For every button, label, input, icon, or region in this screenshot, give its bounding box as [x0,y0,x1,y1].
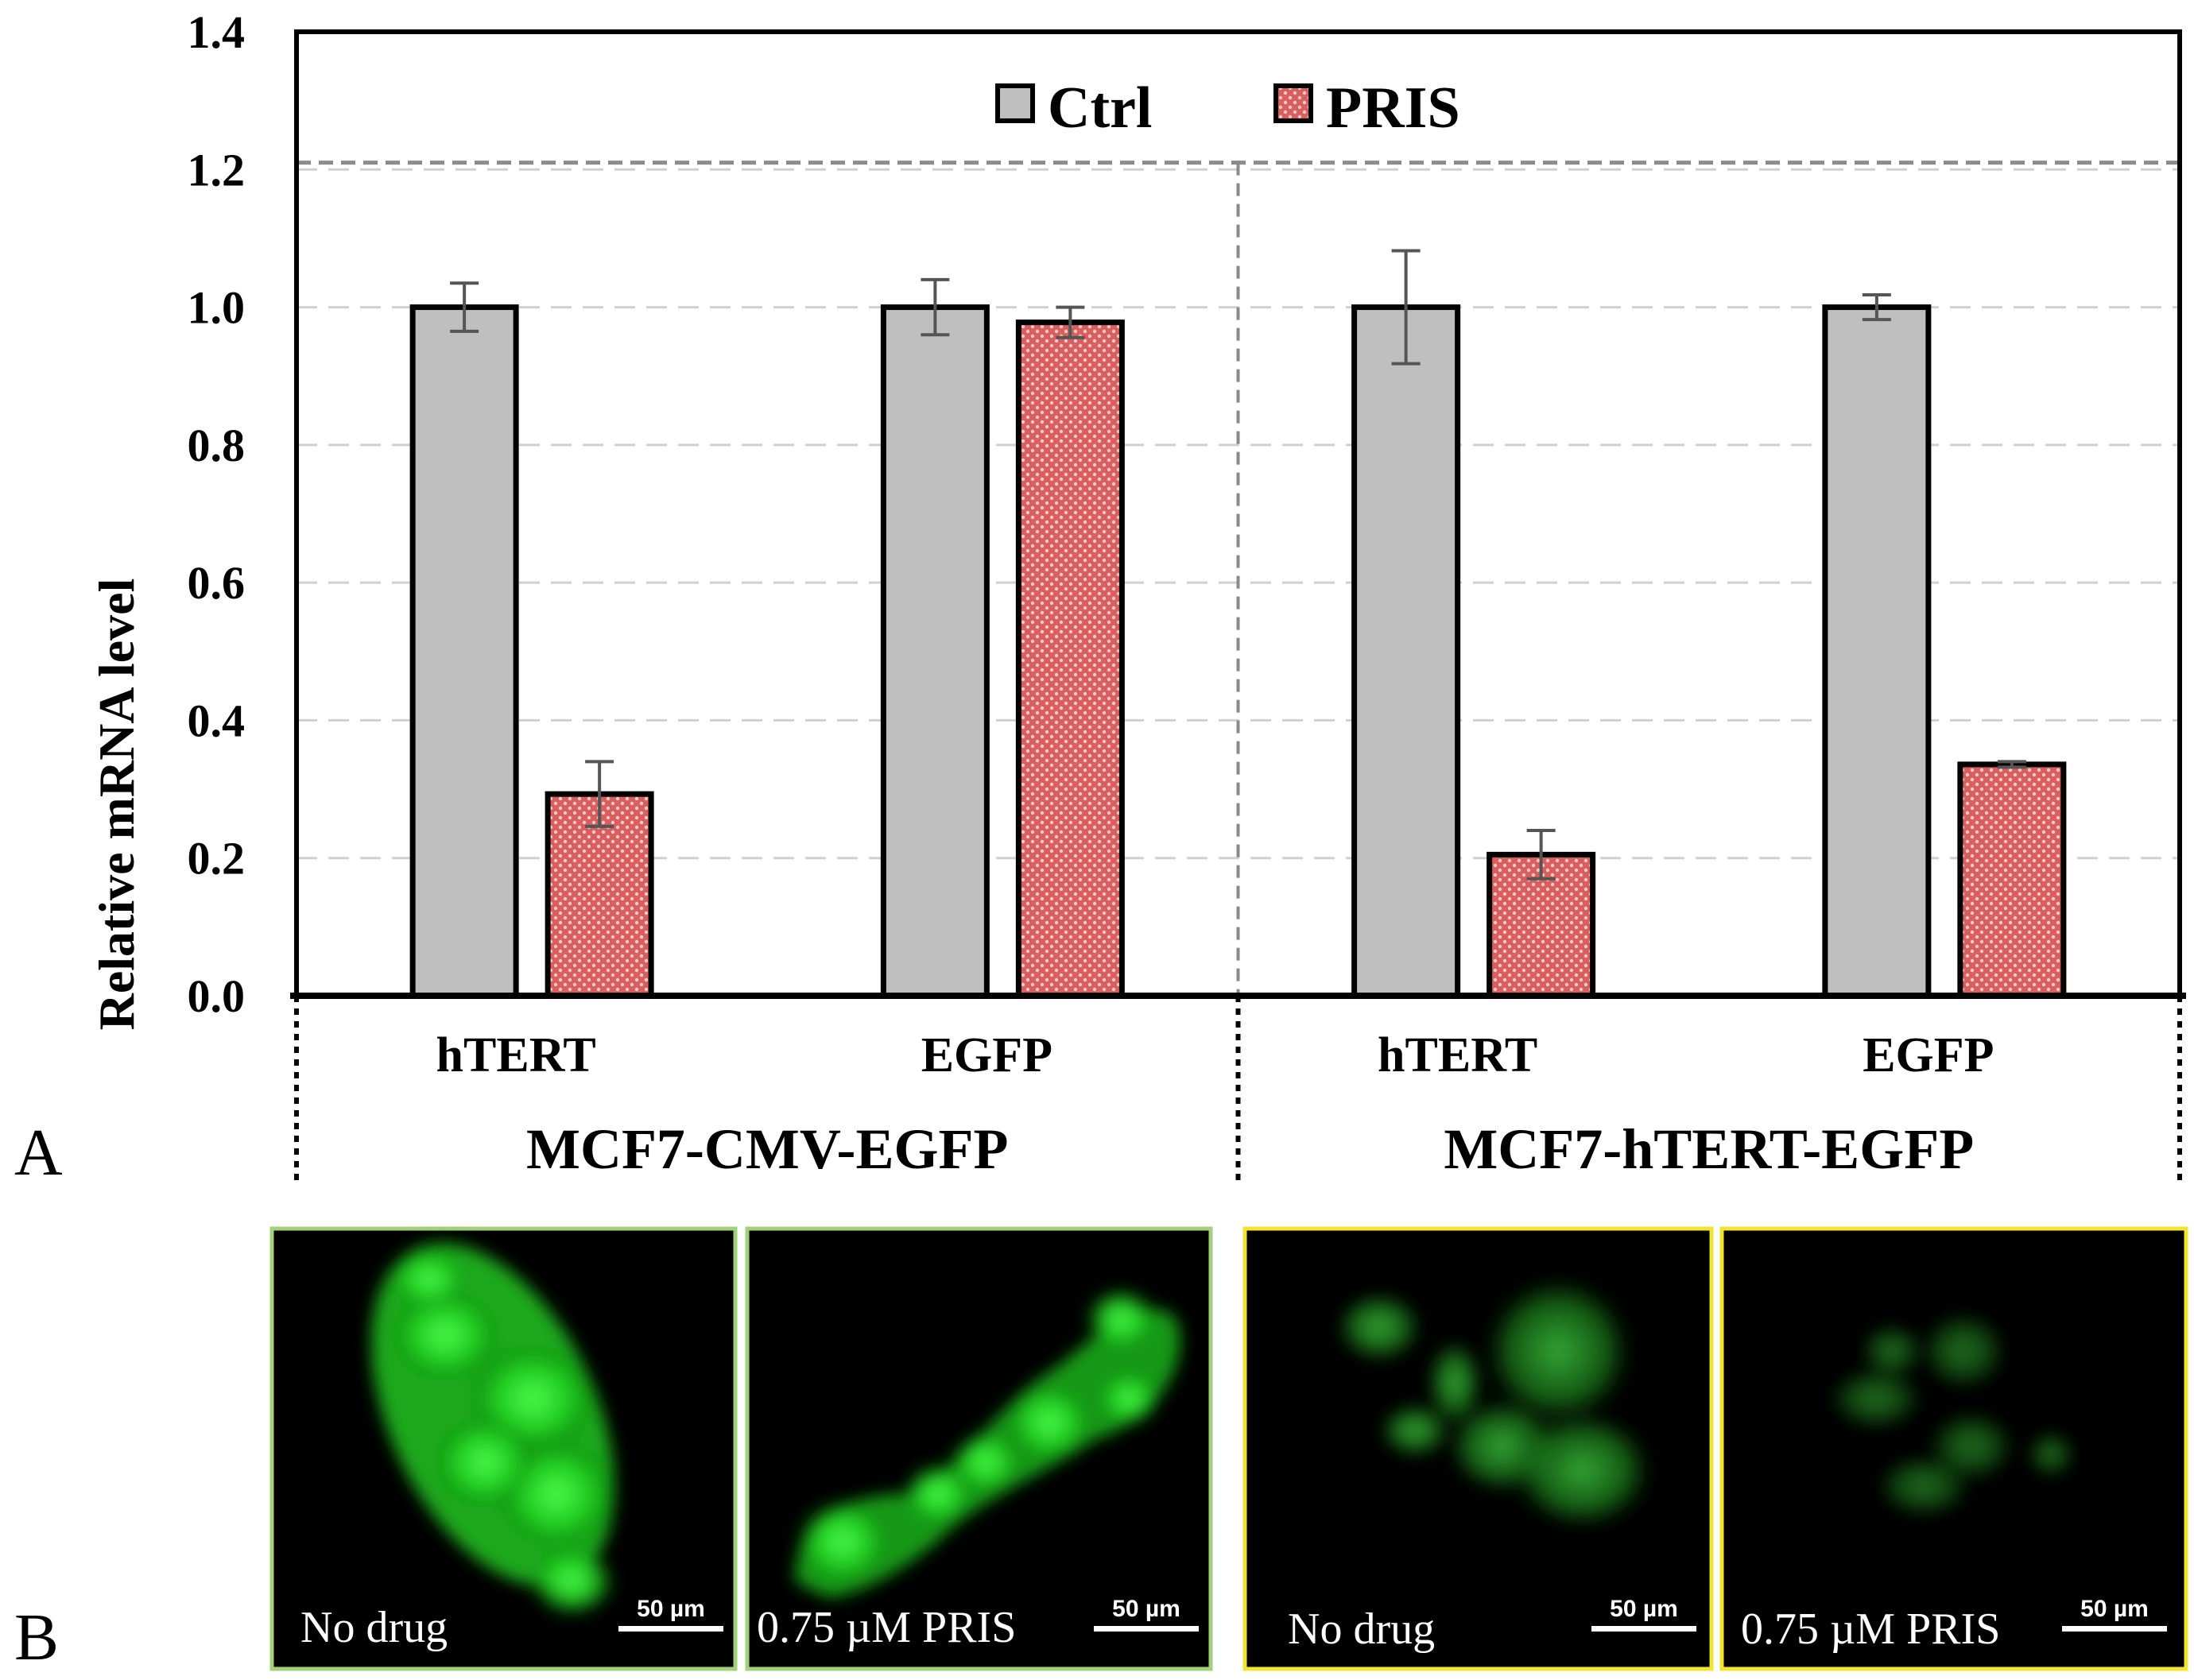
y-tick-label: 0.8 [188,420,246,471]
legend-item-ctrl: Ctrl [995,75,1153,141]
micrograph-panel-1: No drug 50 µm [269,1226,738,1671]
scale-bar [1591,1626,1696,1632]
plot-frame [290,29,2186,1184]
group-labels: MCF7-CMV-EGFP MCF7-hTERT-EGFP [526,1117,1974,1181]
y-axis-label: Relative mRNA level [88,579,145,1031]
scale-bar-label: 50 µm [1610,1596,1678,1622]
scale-bar-label: 50 µm [2080,1596,2149,1622]
category-label: hTERT [1378,1028,1537,1082]
bar-ctrl-htert [409,304,519,999]
micrograph-caption: 0.75 µM PRIS [1741,1605,2000,1654]
scale-bar-label: 50 µm [637,1596,705,1622]
legend-item-pris: PRIS [1273,75,1460,141]
cell-cluster-image [795,1287,1180,1597]
micrograph-caption: No drug [1288,1605,1435,1654]
legend-label-ctrl: Ctrl [1048,75,1153,141]
category-label: hTERT [436,1028,596,1082]
micrograph-panel-3: No drug 50 µm [1242,1226,1714,1671]
scale-bar-label: 50 µm [1112,1596,1180,1622]
micrograph-panel-4: 0.75 µM PRIS 50 µm [1719,1226,2188,1671]
micrograph-caption: No drug [300,1603,448,1652]
bar-pris-egfp [1957,761,2067,999]
category-label: EGFP [921,1028,1052,1082]
panel-b-label: B [14,1601,59,1674]
cell-cluster-image [1828,1311,2075,1518]
scale-bar [1094,1626,1199,1632]
cell-cluster-image [371,1243,616,1617]
y-tick-label: 0.6 [188,557,246,609]
bar-ctrl-egfp [880,304,990,999]
legend-swatch-ctrl [995,83,1035,123]
cell-cluster-image [1335,1275,1653,1530]
y-tick-label: 0.4 [188,695,246,746]
group-label: MCF7-CMV-EGFP [526,1117,1008,1181]
scale-bar [2062,1626,2167,1632]
category-labels: hTERT EGFP hTERT EGFP [436,1028,1994,1082]
y-tick-label: 1.0 [188,282,246,334]
y-tick-label: 0.0 [188,970,246,1022]
y-tick-label: 0.2 [188,833,246,885]
micrograph-caption: 0.75 µM PRIS [757,1603,1016,1652]
micrograph-panel-2: 0.75 µM PRIS 50 µm [745,1226,1213,1671]
plot-area: 0.0 0.2 0.4 0.6 0.8 1.0 1.2 1.4 hTERT EGFP hTERT E… [188,6,2186,1184]
legend: Ctrl PRIS [995,75,1460,141]
bar-ctrl-egfp [1822,304,1932,999]
scale-bar [618,1626,723,1632]
legend-swatch-pris [1273,83,1313,123]
group-label: MCF7-hTERT-EGFP [1444,1117,1974,1181]
bar-pris-egfp [1015,319,1125,999]
y-tick-label: 1.2 [188,144,246,195]
legend-label-pris: PRIS [1326,75,1460,141]
category-label: EGFP [1863,1028,1994,1082]
panel-a-label: A [14,1116,63,1190]
y-tick-label: 1.4 [188,6,246,58]
error-bars [450,249,2026,881]
bar-ctrl-htert [1351,304,1461,999]
y-tick-labels: 0.0 0.2 0.4 0.6 0.8 1.0 1.2 1.4 [188,6,246,1022]
